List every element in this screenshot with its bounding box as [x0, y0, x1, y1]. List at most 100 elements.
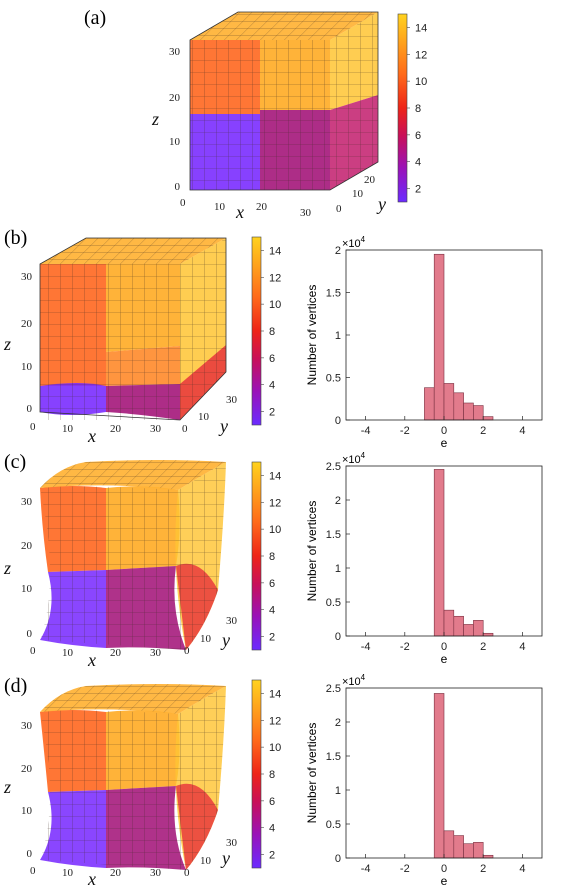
x-tick: 10	[62, 867, 74, 879]
y-tick-label: 1	[335, 785, 341, 797]
x-tick-label: 0	[441, 641, 447, 653]
z-tick: 10	[169, 136, 181, 148]
histogram-bar	[463, 624, 474, 637]
panel-label-c: (c)	[4, 451, 26, 473]
histogram-bar	[433, 693, 445, 859]
axis-exponent: ×104	[342, 235, 366, 250]
x-tick: 20	[110, 423, 122, 435]
z-tick: 0	[27, 848, 33, 860]
x-axis-label: x	[87, 869, 96, 887]
y-axis-label: Number of vertices	[305, 501, 319, 602]
colorbar-tick-label: 4	[269, 380, 275, 392]
z-tick: 0	[27, 628, 33, 640]
colorbar-c: 2 4 6 8 10 12 14	[251, 461, 281, 651]
histogram-bar	[482, 854, 494, 859]
y-axis-label: y	[220, 848, 230, 868]
x-tick: 0	[180, 197, 186, 209]
histogram-bar	[453, 615, 464, 637]
z-axis-label: z	[3, 334, 11, 354]
y-tick-label: 0	[335, 415, 341, 427]
colorbar-gradient	[252, 680, 261, 868]
axis-exponent-power: 4	[361, 673, 366, 682]
y-tick-label: 2	[335, 495, 341, 507]
y-tick-label: 0	[335, 631, 341, 643]
z-tick: 20	[21, 540, 33, 552]
cube-b	[39, 237, 227, 421]
z-axis-label: z	[3, 777, 11, 797]
histogram-bar	[473, 620, 484, 637]
axis-exponent-power: 4	[361, 235, 366, 244]
x-axis-label: x	[87, 650, 96, 670]
panel-c: (c) 30 20 10 0 z 0 10 20 30 x 0 10 30 y …	[3, 451, 281, 670]
x-tick: 30	[150, 423, 162, 435]
y-tick-label: 1.5	[326, 529, 341, 541]
y-axis-label: y	[220, 630, 230, 650]
x-tick-label: -4	[361, 641, 371, 653]
y-tick: 0	[184, 867, 190, 879]
x-tick: 10	[62, 423, 74, 435]
x-tick-label: 2	[480, 641, 486, 653]
x-tick: 0	[30, 865, 36, 877]
x-tick-label: -2	[400, 425, 410, 437]
y-tick-label: 0.5	[326, 597, 341, 609]
colorbar-gradient	[252, 462, 261, 650]
histogram-bar	[463, 843, 474, 859]
histogram-bar	[453, 392, 464, 421]
histogram-bar	[453, 835, 464, 859]
cube-a	[189, 11, 379, 191]
colorbar-tick-label: 12	[415, 49, 427, 61]
z-tick: 30	[21, 720, 33, 732]
y-tick: 10	[200, 855, 212, 867]
histogram-c: -4 -2 0 2 4 0 0.5 1 1.5 2 2.5 e Number of vertices ×1…	[305, 451, 543, 666]
x-tick: 20	[256, 201, 268, 213]
x-tick-label: 4	[519, 425, 525, 437]
y-tick-label: 1	[335, 330, 341, 342]
histogram-bar	[433, 469, 445, 637]
colorbar-tick-label: 2	[269, 632, 275, 644]
y-tick-label: 1.5	[326, 288, 341, 300]
colorbar-tick-label: 10	[415, 76, 427, 88]
histogram-bar	[463, 402, 474, 421]
x-tick-label: -4	[361, 863, 371, 875]
x-tick: 20	[110, 867, 122, 879]
z-tick: 30	[21, 271, 33, 283]
x-tick-label: 2	[480, 425, 486, 437]
y-tick: 10	[200, 633, 212, 645]
colorbar-tick-label: 8	[269, 326, 275, 338]
panel-b: (b) 30 20 10 0 z 0 10 20 30 x 0 10 30 y …	[3, 227, 281, 446]
colorbar-a: 2 4 6 8 10 12 14	[397, 13, 427, 203]
colorbar-tick-label: 8	[269, 551, 275, 563]
x-axis-label: x	[87, 426, 96, 446]
panel-a: (a) 30 20 10 0 z 0 10 20 30 x	[84, 7, 427, 222]
cube-c	[40, 460, 226, 650]
colorbar-tick-label: 12	[269, 272, 281, 284]
axis-exponent-power: 4	[361, 451, 366, 460]
colorbar-tick-label: 14	[415, 22, 427, 34]
panel-label-d: (d)	[4, 675, 27, 697]
colorbar-tick-label: 4	[415, 157, 421, 169]
x-tick: 20	[110, 647, 122, 659]
z-axis-label: z	[3, 558, 11, 578]
colorbar-tick-label: 8	[415, 103, 421, 115]
colorbar-tick-label: 14	[269, 470, 281, 482]
x-axis-label: e	[441, 874, 448, 887]
histogram-bar	[473, 405, 484, 421]
y-axis-label: y	[376, 194, 386, 214]
y-tick: 30	[226, 615, 238, 627]
x-tick-label: 2	[480, 863, 486, 875]
colorbar-tick-label: 4	[269, 605, 275, 617]
colorbar-tick-label: 2	[415, 184, 421, 196]
colorbar-tick-label: 12	[269, 497, 281, 509]
y-axis-label: Number of vertices	[305, 285, 319, 386]
x-tick-label: 0	[441, 425, 447, 437]
y-tick: 20	[364, 174, 376, 186]
colorbar-tick-label: 6	[269, 353, 275, 365]
x-tick-label: 0	[441, 863, 447, 875]
y-tick: 30	[226, 837, 238, 849]
colorbar-tick-label: 2	[269, 850, 275, 862]
y-tick-label: 0.5	[326, 819, 341, 831]
panel-d: (d) 30 20 10 0 z 0 10 20 30 x 0 10 30 y …	[3, 675, 281, 887]
cube-d	[40, 684, 226, 870]
x-tick-label: -4	[361, 425, 371, 437]
